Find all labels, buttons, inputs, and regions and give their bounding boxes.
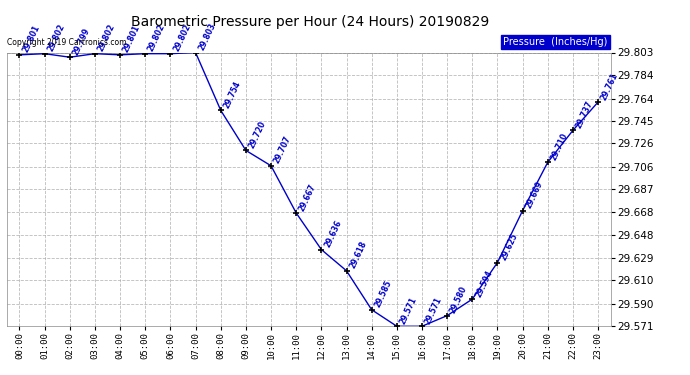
Text: 29.710: 29.710 <box>549 131 569 162</box>
Text: 29.585: 29.585 <box>373 279 393 309</box>
Text: 29.636: 29.636 <box>323 219 343 249</box>
Text: 29.707: 29.707 <box>273 135 293 165</box>
Text: 29.737: 29.737 <box>574 99 595 130</box>
Text: Barometric Pressure per Hour (24 Hours) 20190829: Barometric Pressure per Hour (24 Hours) … <box>131 15 490 29</box>
Text: Pressure  (Inches/Hg): Pressure (Inches/Hg) <box>503 37 608 47</box>
Text: 29.667: 29.667 <box>297 182 318 212</box>
Text: 29.669: 29.669 <box>524 180 544 210</box>
Text: 29.802: 29.802 <box>172 23 193 53</box>
Text: 29.594: 29.594 <box>473 268 494 298</box>
Text: 29.618: 29.618 <box>348 240 368 270</box>
Text: 29.761: 29.761 <box>600 71 620 102</box>
Text: 29.802: 29.802 <box>46 23 66 53</box>
Text: 29.799: 29.799 <box>71 26 92 57</box>
Text: 29.803: 29.803 <box>197 22 217 52</box>
Text: 29.801: 29.801 <box>21 24 41 54</box>
Text: 29.720: 29.720 <box>247 120 268 150</box>
Text: 29.571: 29.571 <box>423 296 444 326</box>
Text: 29.802: 29.802 <box>146 23 167 53</box>
Text: 29.625: 29.625 <box>499 232 519 262</box>
Text: Copyright 2019 Cartronics.com: Copyright 2019 Cartronics.com <box>7 38 126 47</box>
Text: 29.754: 29.754 <box>222 80 242 110</box>
Text: 29.802: 29.802 <box>96 23 117 53</box>
Text: 29.571: 29.571 <box>398 296 419 326</box>
Text: 29.580: 29.580 <box>448 285 469 315</box>
Text: 29.801: 29.801 <box>121 24 142 54</box>
